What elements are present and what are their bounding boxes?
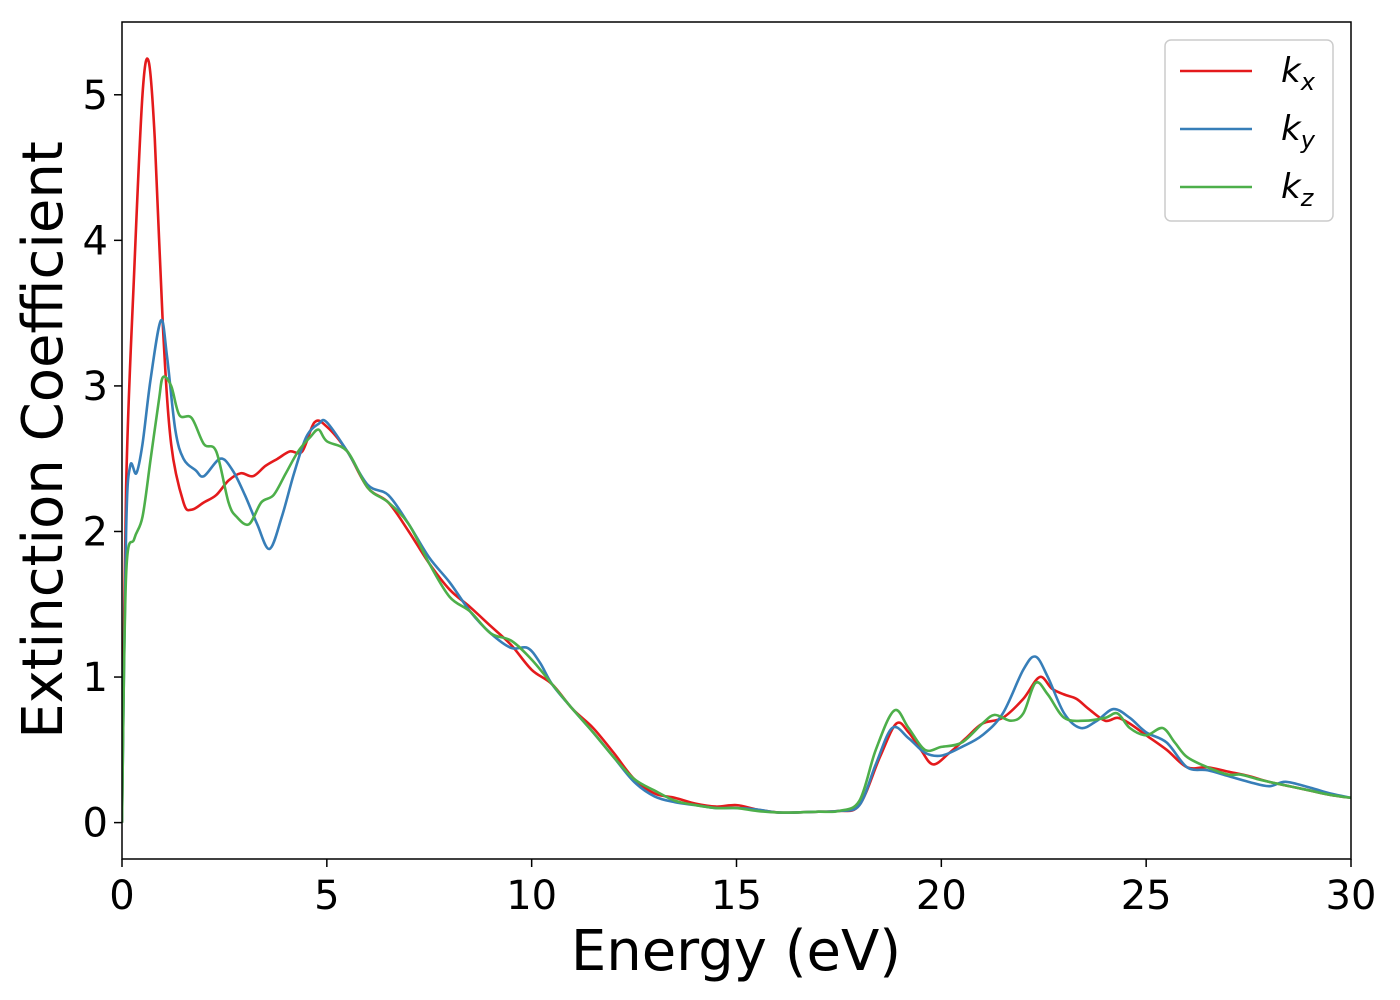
series-line-x <box>122 57 1351 823</box>
legend-label-main: k <box>1281 167 1302 207</box>
legend-label-subscript: y <box>1300 126 1316 154</box>
y-tick-label: 3 <box>83 364 108 410</box>
y-tick-label: 0 <box>83 801 108 847</box>
legend-box <box>1164 39 1334 222</box>
x-tick-label: 20 <box>916 873 967 919</box>
y-tick-label: 1 <box>83 655 108 701</box>
legend-label-main: k <box>1281 51 1302 91</box>
series-layer <box>122 57 1351 823</box>
x-tick-label: 10 <box>506 873 557 919</box>
legend-label-main: k <box>1281 109 1302 149</box>
legend-label-subscript: z <box>1300 184 1315 212</box>
y-axis-ticks: 0 1 2 3 4 5 <box>83 73 122 847</box>
y-axis-label: Extinction Coefficient <box>11 141 76 739</box>
legend-label-z: kz <box>1281 167 1315 212</box>
x-tick-label: 30 <box>1326 873 1377 919</box>
y-tick-label: 4 <box>83 218 108 264</box>
legend-label-x: kx <box>1281 51 1316 96</box>
legend-label-y: ky <box>1281 109 1316 154</box>
x-tick-label: 5 <box>314 873 339 919</box>
x-tick-label: 25 <box>1121 873 1172 919</box>
legend-label-subscript: x <box>1300 68 1316 96</box>
y-tick-label: 2 <box>83 509 108 555</box>
x-axis-ticks: 0 5 10 15 20 25 30 <box>109 859 1376 919</box>
series-line-y <box>122 318 1351 823</box>
series-line-z <box>122 375 1351 823</box>
x-tick-label: 0 <box>109 873 134 919</box>
y-tick-label: 5 <box>83 73 108 119</box>
x-tick-label: 15 <box>711 873 762 919</box>
x-axis-label: Energy (eV) <box>571 919 901 984</box>
